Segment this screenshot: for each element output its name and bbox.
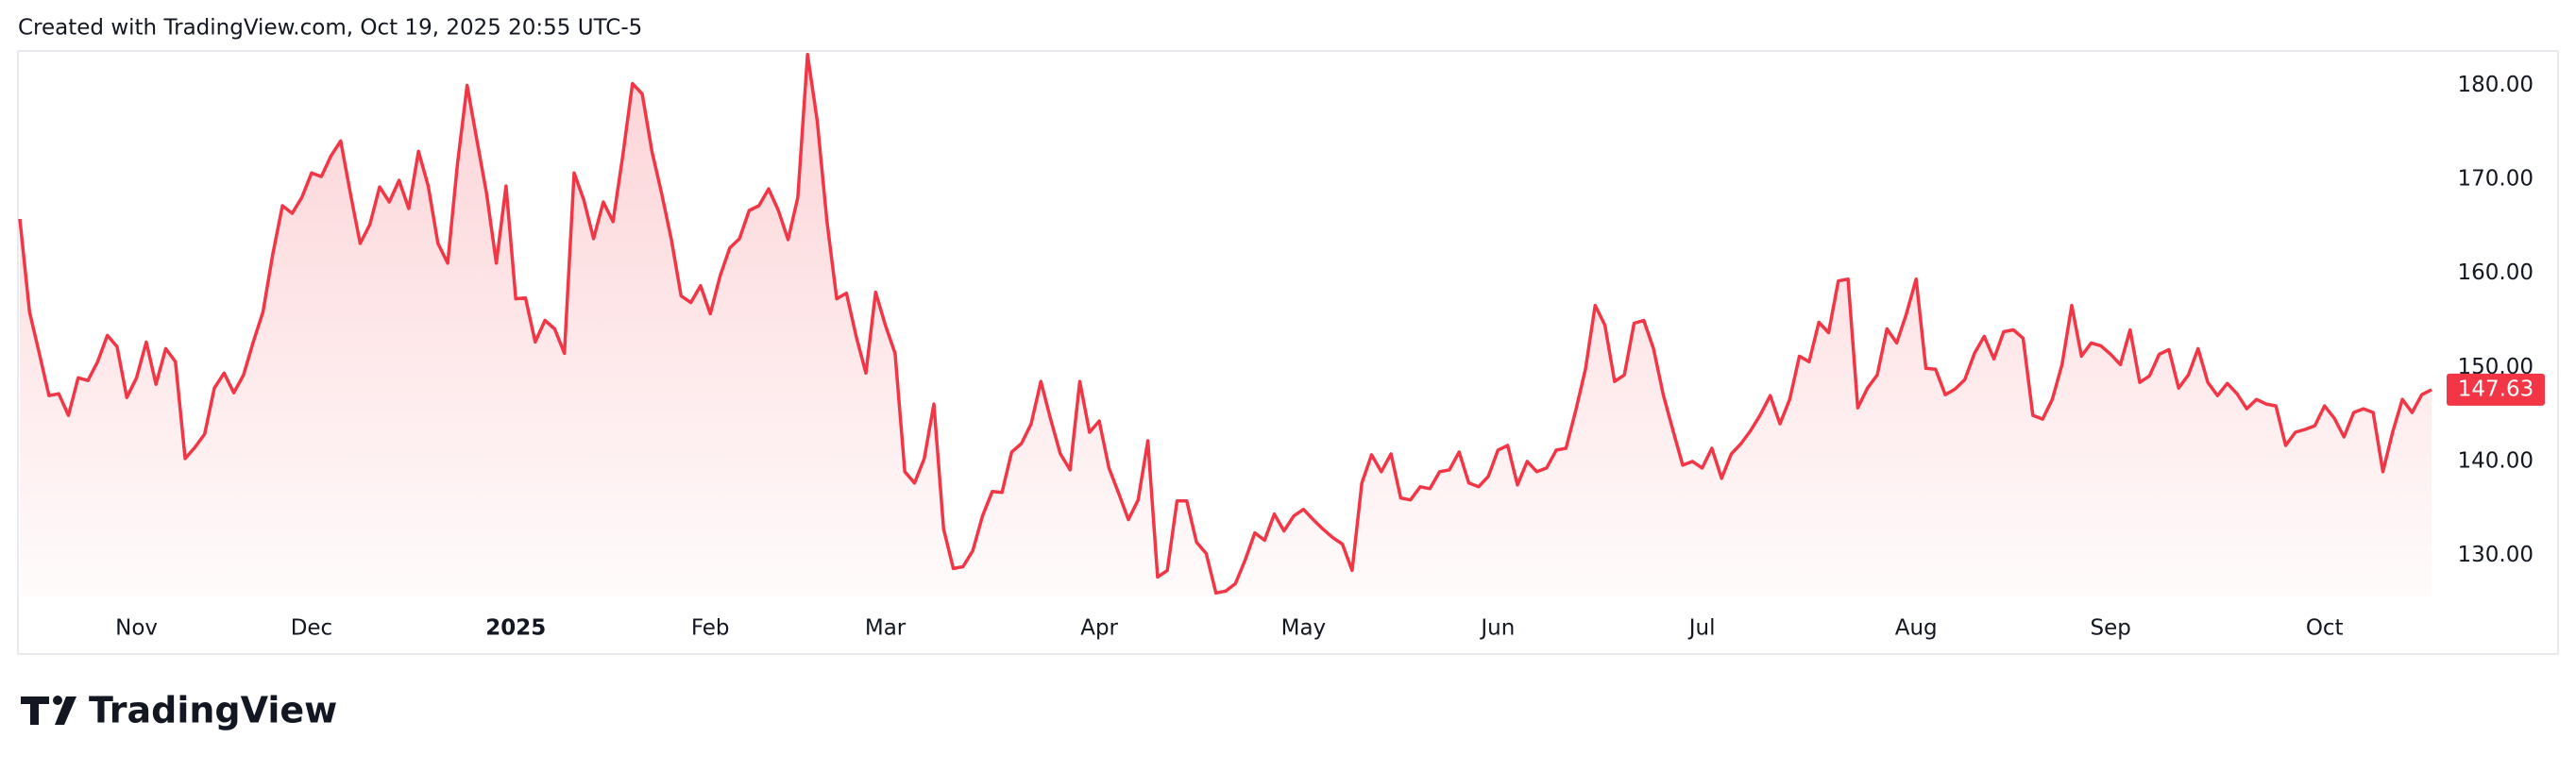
x-tick-label: May	[1281, 616, 1327, 641]
x-tick-label: Dec	[291, 616, 333, 641]
x-tick-label: Aug	[1895, 616, 1938, 641]
x-tick-label: Feb	[691, 616, 730, 641]
logo-mark	[55, 696, 76, 725]
x-tick-label: Sep	[2090, 616, 2130, 641]
chart-frame	[17, 50, 2559, 655]
brand-logo: TradingView	[21, 690, 337, 731]
y-tick-label: 140.00	[2458, 448, 2534, 473]
price-line	[18, 52, 2432, 596]
last-price-label: 147.63	[2458, 377, 2534, 401]
y-tick-label: 160.00	[2458, 260, 2534, 285]
area-fill	[20, 54, 2432, 596]
x-tick-label: Oct	[2306, 616, 2344, 641]
last-price-tag	[2447, 373, 2545, 406]
x-tick-label: Jun	[1479, 616, 1515, 641]
header-text: Created with TradingView.com, Oct 19, 20…	[18, 16, 642, 41]
y-tick-label: 170.00	[2458, 167, 2534, 192]
x-tick-label: Apr	[1080, 616, 1118, 641]
x-tick-label: Jul	[1687, 616, 1716, 641]
logo-mark	[21, 696, 49, 725]
x-tick-label: Nov	[115, 616, 158, 641]
y-tick-label: 130.00	[2458, 543, 2534, 567]
logo-dot	[53, 696, 62, 705]
y-tick-label: 180.00	[2458, 73, 2534, 97]
x-tick-label: 2025	[485, 616, 546, 641]
brand-name: TradingView	[89, 690, 337, 731]
x-tick-label: Mar	[865, 616, 907, 641]
